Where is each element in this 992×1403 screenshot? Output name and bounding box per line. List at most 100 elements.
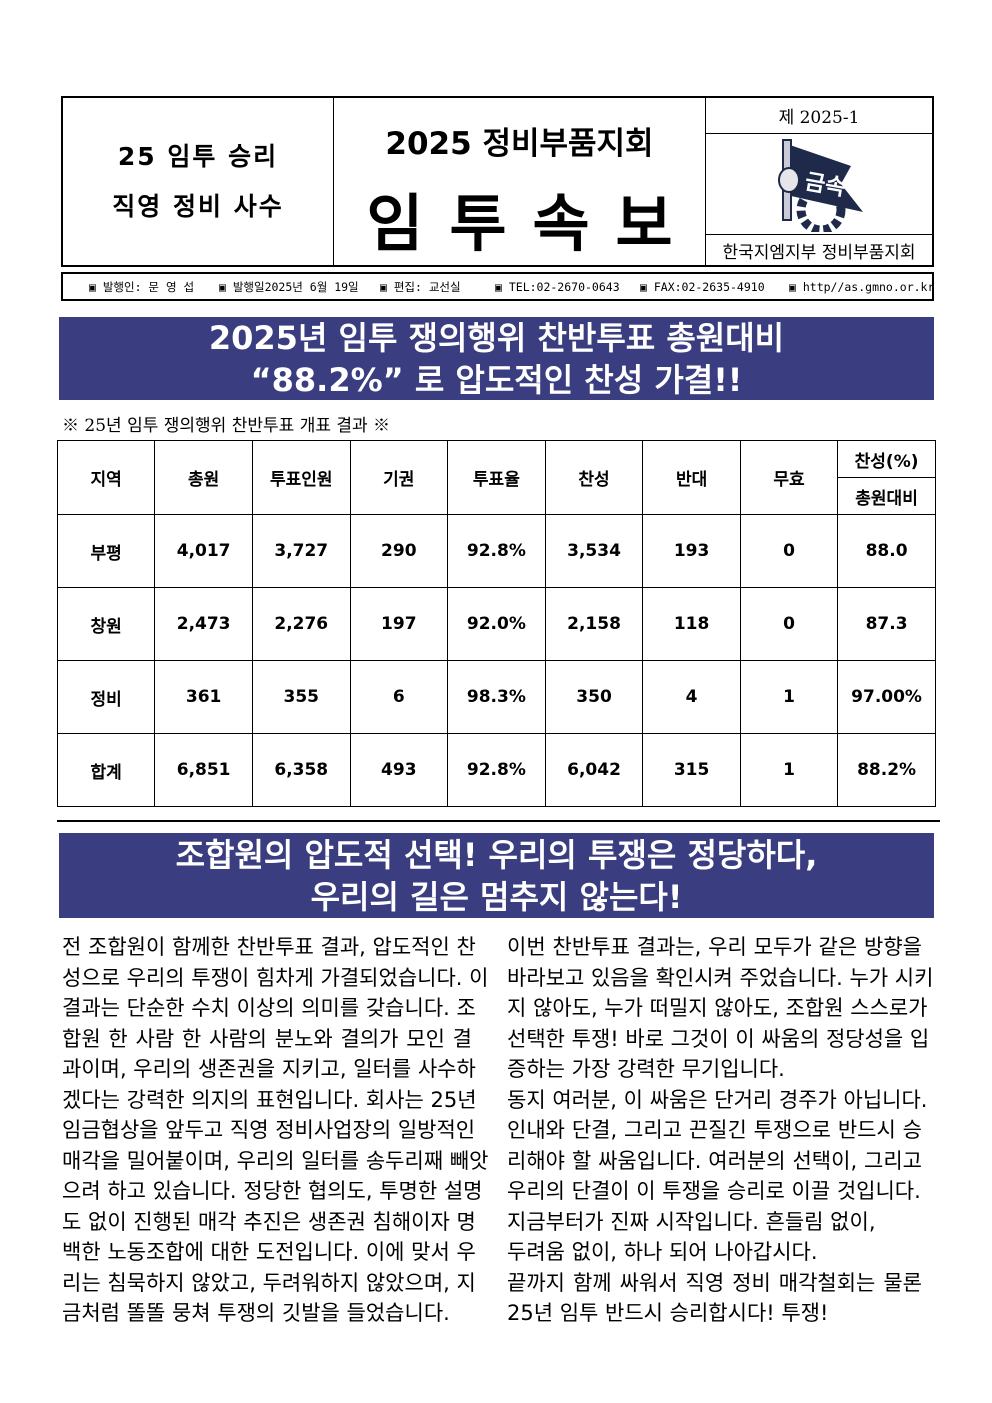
article-line: 우리의 단결이 이 투쟁을 승리로 이끌 것입니다. [507,1179,921,1203]
article-line: 과이며, 우리의 생존권을 지키고, 일터를 사수하 [62,1057,476,1081]
telephone: ▣ TEL:02-2670-0643 [495,279,620,294]
title-box: 2025 정비부품지회 임투속보 [334,98,706,265]
info-bar: ▣ 발행인: 문 영 섭 ▣ 발행일2025년 6월 19일 ▣ 편집: 교선실… [61,272,934,301]
cell: 6,851 [154,733,253,807]
article-line: 성으로 우리의 투쟁이 힘차게 가결되었습니다. 이 [62,965,489,990]
masthead: 25 임투 승리 직영 정비 사수 2025 정비부품지회 임투속보 제 202… [61,96,934,267]
article-line: 증하는 가장 강력한 무기입니다. [507,1057,785,1081]
cell: 4 [642,660,741,734]
article-line: 도 없이 진행된 매각 추진은 생존권 침해이자 명 [62,1209,476,1234]
article-line: 동지 여러분, 이 싸움은 단거리 경주가 아닙니다. [507,1087,928,1112]
article-line: 겠다는 강력한 의지의 표현입니다. 회사는 25년 [62,1087,477,1112]
cell: 97.00% [837,660,936,734]
flag-gear-logo-icon: 금속 [778,139,863,232]
publish-date: ▣ 발행일2025년 6월 19일 [219,279,359,294]
cell: 합계 [56,733,156,807]
cell: 3,534 [544,514,644,588]
cell: 창원 [56,587,156,661]
article-line: 매각을 밀어붙이며, 우리의 일터를 송두리째 빼앗 [62,1148,489,1173]
cell: 정비 [56,660,156,734]
org-title: 2025 정비부품지회 [385,126,654,162]
headline-2-line-2: 우리의 길은 멈추지 않는다! [310,877,683,916]
headline-banner-1: 2025년 임투 쟁의행위 찬반투표 총원대비 “88.2%” 로 압도적인 찬… [59,317,934,400]
cell: 87.3 [837,587,936,661]
cell: 315 [642,733,741,807]
article-line: 이번 찬반투표 결과는, 우리 모두가 같은 방향을 [507,935,922,959]
table-row: 창원 2,473 2,276 197 92.0% 2,158 118 0 87.3 [56,587,936,661]
cell: 193 [642,514,741,588]
header-turnout: 투표율 [447,440,546,515]
website-link[interactable]: ▣ http//as.gmno.or.kr [789,279,935,294]
cell: 92.8% [447,514,546,588]
header-vs-total: 총원대비 [837,477,936,515]
slogan-line-2: 직영 정비 사수 [112,191,284,221]
cell: 88.2% [837,733,936,807]
cell: 6,358 [251,733,351,807]
slogan-line-1: 25 임투 승리 [117,141,279,171]
headline-2-line-1: 조합원의 압도적 선택! 우리의 투쟁은 정당하다, [175,835,818,874]
vote-results-table: 지역 총원 투표인원 기권 투표율 찬성 반대 무효 찬성(%) 총원대비 부평… [56,440,936,807]
header-voters: 투표인원 [251,440,351,515]
cell: 98.3% [447,660,546,734]
header-yes: 찬성 [544,440,644,515]
cell: 197 [349,587,449,661]
header-region: 지역 [56,440,156,515]
fax: ▣ FAX:02-2635-4910 [640,279,765,294]
article-line: 지 않아도, 누가 떠밀지 않아도, 조합원 스스로가 [507,996,928,1020]
header-no: 반대 [642,440,741,515]
table-header-subrow: 총원대비 [58,477,936,515]
article-line: 리는 침묵하지 않았고, 두려워하지 않았으며, 지 [62,1270,476,1295]
table-caption: ※ 25년 임투 쟁의행위 찬반투표 개표 결과 ※ [62,416,391,436]
cell: 6,042 [544,733,644,807]
cell: 92.8% [447,733,546,807]
article-line: 두려움 없이, 하나 되어 나아갑시다. [507,1240,818,1264]
cell: 361 [154,660,253,734]
cell: 0 [739,587,839,661]
article-line: 끝까지 함께 싸워서 직영 정비 매각철회는 물론 [507,1270,922,1295]
section-divider [57,820,940,822]
paper-title: 임투속보 [366,187,699,260]
cell: 350 [544,660,644,734]
issue-box: 제 2025-1 금속 한국지엠지부 정비부품지회 [706,98,932,265]
editor: ▣ 편집: 교선실 [380,279,461,294]
header-abstain: 기권 [349,440,449,515]
publisher: ▣ 발행인: 문 영 섭 [89,279,195,294]
cell: 355 [251,660,351,734]
article-line: 백한 노동조합에 대한 도전입니다. 이에 맞서 우 [62,1240,476,1264]
article-line: 전 조합원이 함께한 찬반투표 결과, 압도적인 찬 [62,935,476,959]
slogan-box: 25 임투 승리 직영 정비 사수 [63,98,334,265]
publisher-org: 한국지엠지부 정비부품지회 [722,242,916,263]
article-line: 합원 한 사람 한 사람의 분노와 결의가 모인 결 [62,1026,472,1051]
issue-number: 제 2025-1 [706,98,932,134]
article-line: 25년 임투 반드시 승리합시다! 투쟁! [507,1301,829,1325]
header-total: 총원 [154,440,253,515]
headline-1-line-1: 2025년 임투 쟁의행위 찬반투표 총원대비 [208,318,785,357]
cell: 4,017 [154,514,253,588]
cell: 부평 [56,514,156,588]
header-invalid: 무효 [739,440,839,515]
article-line: 바라보고 있음을 확인시켜 주었습니다. 누가 시키 [507,965,934,990]
headline-1-line-2: “88.2%” 로 압도적인 찬성 가결!! [250,360,743,399]
table-row-total: 합계 6,851 6,358 493 92.8% 6,042 315 1 88.2% [56,733,936,807]
cell: 0 [739,514,839,588]
article-line: 지금부터가 진짜 시작입니다. 흔들림 없이, [507,1209,876,1234]
table-header-row: 지역 총원 투표인원 기권 투표율 찬성 반대 무효 찬성(%) [56,440,936,515]
cell: 1 [739,660,839,734]
table-row: 정비 361 355 6 98.3% 350 4 1 97.00% [56,660,936,734]
article-line: 선택한 투쟁! 바로 그것이 이 싸움의 정당성을 입 [507,1026,930,1051]
headline-banner-2: 조합원의 압도적 선택! 우리의 투쟁은 정당하다, 우리의 길은 멈추지 않는… [59,833,934,918]
article-line: 금처럼 똘똘 뭉쳐 투쟁의 깃발을 들었습니다. [62,1301,450,1325]
article-line: 임금협상을 앞두고 직영 정비사업장의 일방적인 [62,1118,476,1142]
cell: 6 [349,660,449,734]
article-line: 결과는 단순한 수치 이상의 의미를 갖습니다. 조 [62,996,476,1020]
cell: 2,276 [251,587,351,661]
article-line: 으려 하고 있습니다. 정당한 협의도, 투명한 설명 [62,1179,483,1203]
cell: 92.0% [447,587,546,661]
cell: 3,727 [251,514,351,588]
cell: 88.0 [837,514,936,588]
cell: 2,473 [154,587,253,661]
table-row: 부평 4,017 3,727 290 92.8% 3,534 193 0 88.0 [56,514,936,588]
cell: 118 [642,587,741,661]
